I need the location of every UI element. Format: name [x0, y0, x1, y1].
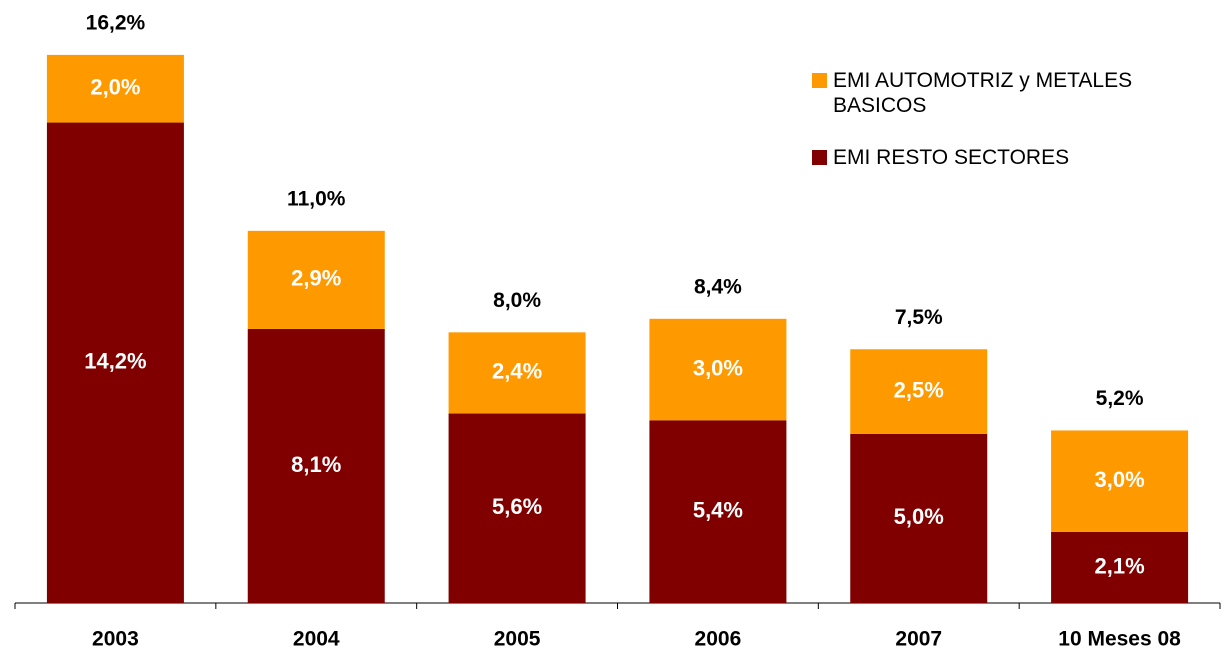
segment-label: 5,4%	[693, 497, 743, 522]
total-label: 8,0%	[493, 289, 541, 312]
total-label: 11,0%	[287, 187, 346, 210]
total-label: 16,2%	[86, 11, 146, 34]
bar-segment	[448, 332, 586, 414]
legend-label: EMI AUTOMOTRIZ y METALES BASICOS	[833, 69, 1133, 117]
segment-label: 14,2%	[84, 349, 146, 374]
legend-swatch	[812, 150, 827, 165]
x-tick-label: 2006	[695, 628, 742, 651]
segment-label: 5,6%	[492, 494, 542, 519]
total-label: 5,2%	[1096, 387, 1144, 410]
bar-segment	[649, 318, 787, 421]
x-tick-label: 10 Meses 08	[1058, 628, 1181, 651]
bar-segment	[247, 328, 385, 603]
legend-swatch	[812, 73, 827, 88]
x-tick-label: 2004	[293, 628, 340, 651]
segment-label: 3,0%	[693, 355, 743, 380]
segment-label: 2,1%	[1095, 553, 1145, 578]
bar-segment	[46, 54, 184, 123]
bar-segment	[1051, 531, 1189, 603]
segment-label: 3,0%	[1095, 467, 1145, 492]
total-label: 8,4%	[694, 275, 742, 298]
bar-segment	[46, 122, 184, 604]
segment-label: 8,1%	[291, 452, 341, 477]
bar-segment	[247, 230, 385, 329]
segment-label: 5,0%	[894, 504, 944, 529]
bar-segment	[649, 420, 787, 603]
segment-label: 2,0%	[90, 75, 140, 100]
bar-segment	[850, 349, 988, 434]
segment-label: 2,4%	[492, 359, 542, 384]
bar-segment	[850, 433, 988, 603]
segment-label: 2,9%	[291, 266, 341, 291]
legend-item: EMI AUTOMOTRIZ y METALES BASICOS	[812, 68, 1222, 118]
bar-segment	[448, 413, 586, 603]
x-tick-label: 2005	[494, 628, 541, 651]
legend-item: EMI RESTO SECTORES	[812, 145, 1222, 170]
total-label: 7,5%	[895, 306, 943, 329]
legend-label: EMI RESTO SECTORES	[833, 146, 1070, 169]
segment-label: 2,5%	[894, 377, 944, 402]
x-tick-label: 2007	[895, 628, 942, 651]
x-tick-label: 2003	[92, 628, 139, 651]
bar-segment	[1051, 430, 1189, 532]
